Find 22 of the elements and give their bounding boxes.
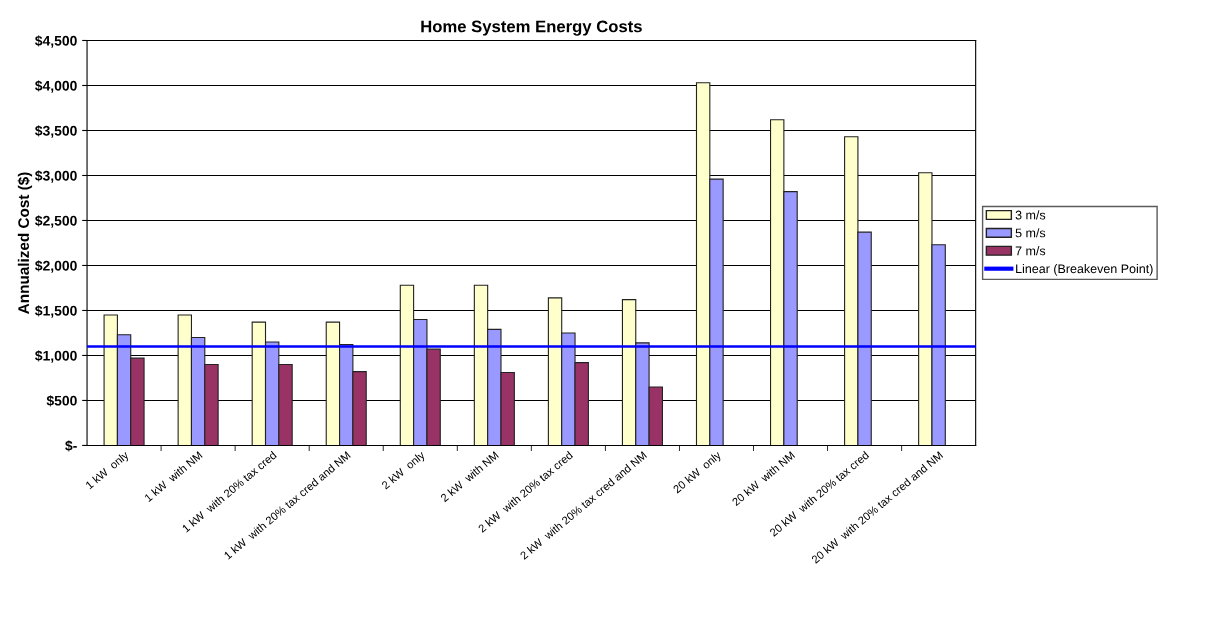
legend-label: 5 m/s — [1015, 228, 1046, 238]
legend-label: 7 m/s — [1015, 246, 1046, 256]
y-tick-label: $3,000 — [35, 170, 77, 183]
y-axis-title: Annualized Cost ($) — [17, 172, 33, 314]
x-tick-label: 20 kW only — [672, 450, 724, 496]
y-tick-label: $4,000 — [35, 80, 77, 93]
y-tick-label: $2,500 — [35, 215, 77, 228]
x-tick-label: 2 kW with NM — [439, 450, 499, 503]
x-tick-label: 2 kW only — [380, 450, 427, 492]
y-tick-label: $1,000 — [35, 350, 77, 363]
chart-title: Home System Energy Costs — [421, 20, 642, 36]
y-tick-label: $- — [65, 440, 77, 452]
legend-label: Linear (Breakeven Point) — [1016, 264, 1153, 276]
y-tick-label: $2,000 — [35, 260, 77, 273]
x-tick-label: 1 kW with NM — [143, 450, 203, 503]
y-tick-label: $4,500 — [35, 35, 77, 48]
legend-label: 3 m/s — [1015, 210, 1046, 220]
x-tick-label: 1 kW only — [84, 450, 131, 492]
x-tick-label: 20 kW with NM — [731, 450, 796, 507]
y-tick-label: $1,500 — [35, 305, 77, 318]
y-tick-label: $3,500 — [35, 125, 77, 138]
y-tick-label: $500 — [46, 395, 77, 407]
